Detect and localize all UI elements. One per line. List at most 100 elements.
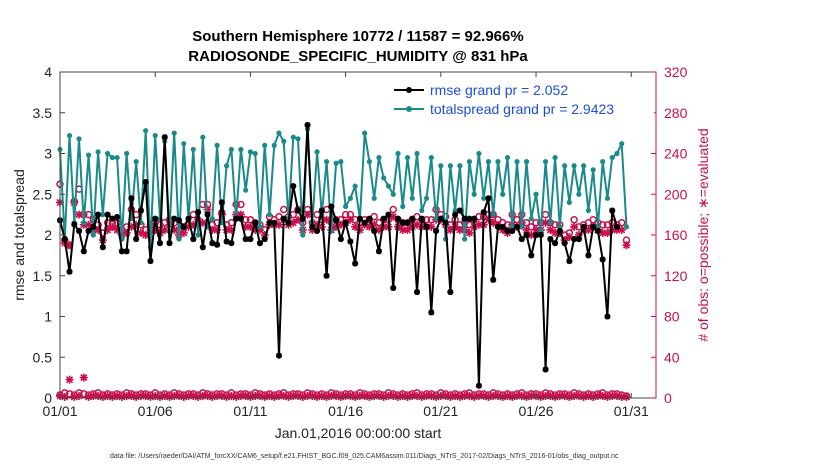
- totalspread-point: [371, 195, 377, 201]
- y-right-tick-label: 280: [664, 105, 688, 121]
- totalspread-point: [133, 159, 139, 165]
- rmse-point: [90, 223, 97, 230]
- rmse-point: [271, 219, 278, 226]
- rmse-point: [523, 232, 530, 238]
- y-right-tick-label: 40: [664, 349, 680, 365]
- totalspread-point: [238, 146, 244, 153]
- totalspread-point: [462, 236, 468, 242]
- totalspread-point: [528, 216, 534, 222]
- y-tick-label: 0.5: [33, 349, 53, 365]
- totalspread-point: [176, 236, 182, 242]
- legend-rmse-label: rmse grand pr = 2.052: [430, 82, 568, 98]
- obs-evaluated-marker: [603, 228, 612, 237]
- obs-possible-marker: [341, 210, 350, 219]
- totalspread-point: [66, 132, 73, 139]
- rmse-point: [371, 227, 378, 234]
- obs-possible-marker: [551, 221, 559, 229]
- rmse-point: [499, 223, 506, 230]
- rmse-point: [290, 183, 297, 190]
- legend-spread-marker: [406, 106, 412, 112]
- rmse-point: [613, 223, 620, 230]
- obs-evaluated-marker: [622, 241, 631, 250]
- totalspread-point: [481, 195, 487, 201]
- y-tick-label: 1.5: [33, 268, 53, 284]
- totalspread-point: [314, 149, 320, 155]
- x-tick-label: 01/31: [614, 403, 649, 419]
- rmse-point: [447, 289, 454, 296]
- obs-evaluated-marker: [60, 392, 69, 401]
- totalspread-point: [295, 136, 301, 142]
- rmse-point: [375, 248, 382, 255]
- rmse-point: [71, 221, 78, 228]
- totalspread-point: [381, 175, 387, 181]
- rmse-point: [356, 215, 363, 222]
- totalspread-point: [395, 150, 401, 157]
- totalspread-point: [85, 152, 92, 158]
- obs-evaluated-marker: [322, 215, 331, 224]
- rmse-point: [414, 289, 421, 296]
- obs-evaluated-marker: [622, 392, 631, 401]
- totalspread-point: [576, 191, 582, 197]
- y-tick-label: 2.5: [33, 186, 53, 202]
- rmse-point: [404, 219, 411, 226]
- x-tick-label: 01/01: [42, 403, 77, 419]
- rmse-point: [390, 284, 397, 291]
- rmse-point: [585, 252, 592, 259]
- rmse-point: [366, 215, 373, 222]
- obs-evaluated-marker: [536, 392, 545, 401]
- obs-possible-marker: [513, 215, 521, 224]
- totalspread-point: [490, 212, 496, 218]
- totalspread-line: [59, 128, 628, 249]
- rmse-point: [542, 366, 549, 373]
- rmse-point: [423, 223, 430, 230]
- totalspread-point: [519, 224, 525, 230]
- rmse-point: [456, 207, 463, 214]
- obs-evaluated-marker: [179, 228, 188, 237]
- rmse-point: [513, 223, 520, 230]
- totalspread-point: [433, 216, 439, 222]
- obs-possible-marker: [570, 215, 578, 224]
- totalspread-point: [266, 212, 273, 218]
- rmse-point: [490, 276, 497, 283]
- rmse-point: [537, 232, 544, 238]
- rmse-point: [237, 215, 244, 222]
- rmse-point: [385, 211, 392, 218]
- totalspread-point: [152, 132, 158, 139]
- y-right-tick-label: 0: [664, 390, 672, 406]
- rmse-point: [299, 215, 306, 222]
- totalspread-point: [414, 150, 420, 157]
- rmse-point: [218, 199, 225, 206]
- rmse-point: [452, 211, 459, 218]
- y-tick-label: 0: [44, 390, 52, 406]
- totalspread-point: [100, 212, 106, 218]
- totalspread-point: [400, 203, 406, 210]
- ticks: 01/01 01/06 01/11 01/16 01/21 01/26 01/31 0 0.5 1…: [33, 64, 688, 419]
- rmse-point: [442, 219, 449, 226]
- y-right-axis-label: # of obs: o=possible; ∗=evaluated: [695, 128, 711, 341]
- rmse-point: [609, 207, 616, 214]
- rmse-point: [137, 207, 144, 214]
- footer-data-file: data file: /Users/raeder/DAI/ATM_forcXX/…: [110, 453, 619, 460]
- rmse-point: [247, 236, 254, 243]
- rmse-point: [361, 219, 368, 226]
- totalspread-point: [423, 195, 430, 201]
- legend-box: [388, 79, 654, 119]
- x-tick-label: 01/06: [138, 403, 173, 419]
- rmse-point: [533, 232, 540, 238]
- rmse-point: [328, 203, 335, 210]
- totalspread-point: [190, 146, 196, 153]
- y-right-tick-label: 160: [664, 227, 688, 243]
- totalspread-point: [585, 207, 592, 214]
- totalspread-point: [333, 160, 339, 166]
- totalspread-point: [181, 141, 187, 147]
- totalspread-point: [476, 150, 482, 157]
- y-tick-label: 1: [44, 309, 52, 325]
- y-right-tick-label: 200: [664, 186, 688, 202]
- totalspread-point: [523, 159, 530, 165]
- totalspread-point: [581, 163, 587, 169]
- x-axis-label: Jan.01,2016 00:00:00 start: [275, 425, 442, 441]
- totalspread-point: [604, 195, 611, 201]
- totalspread-point: [509, 224, 515, 230]
- rmse-point: [480, 209, 487, 216]
- totalspread-point: [590, 167, 596, 173]
